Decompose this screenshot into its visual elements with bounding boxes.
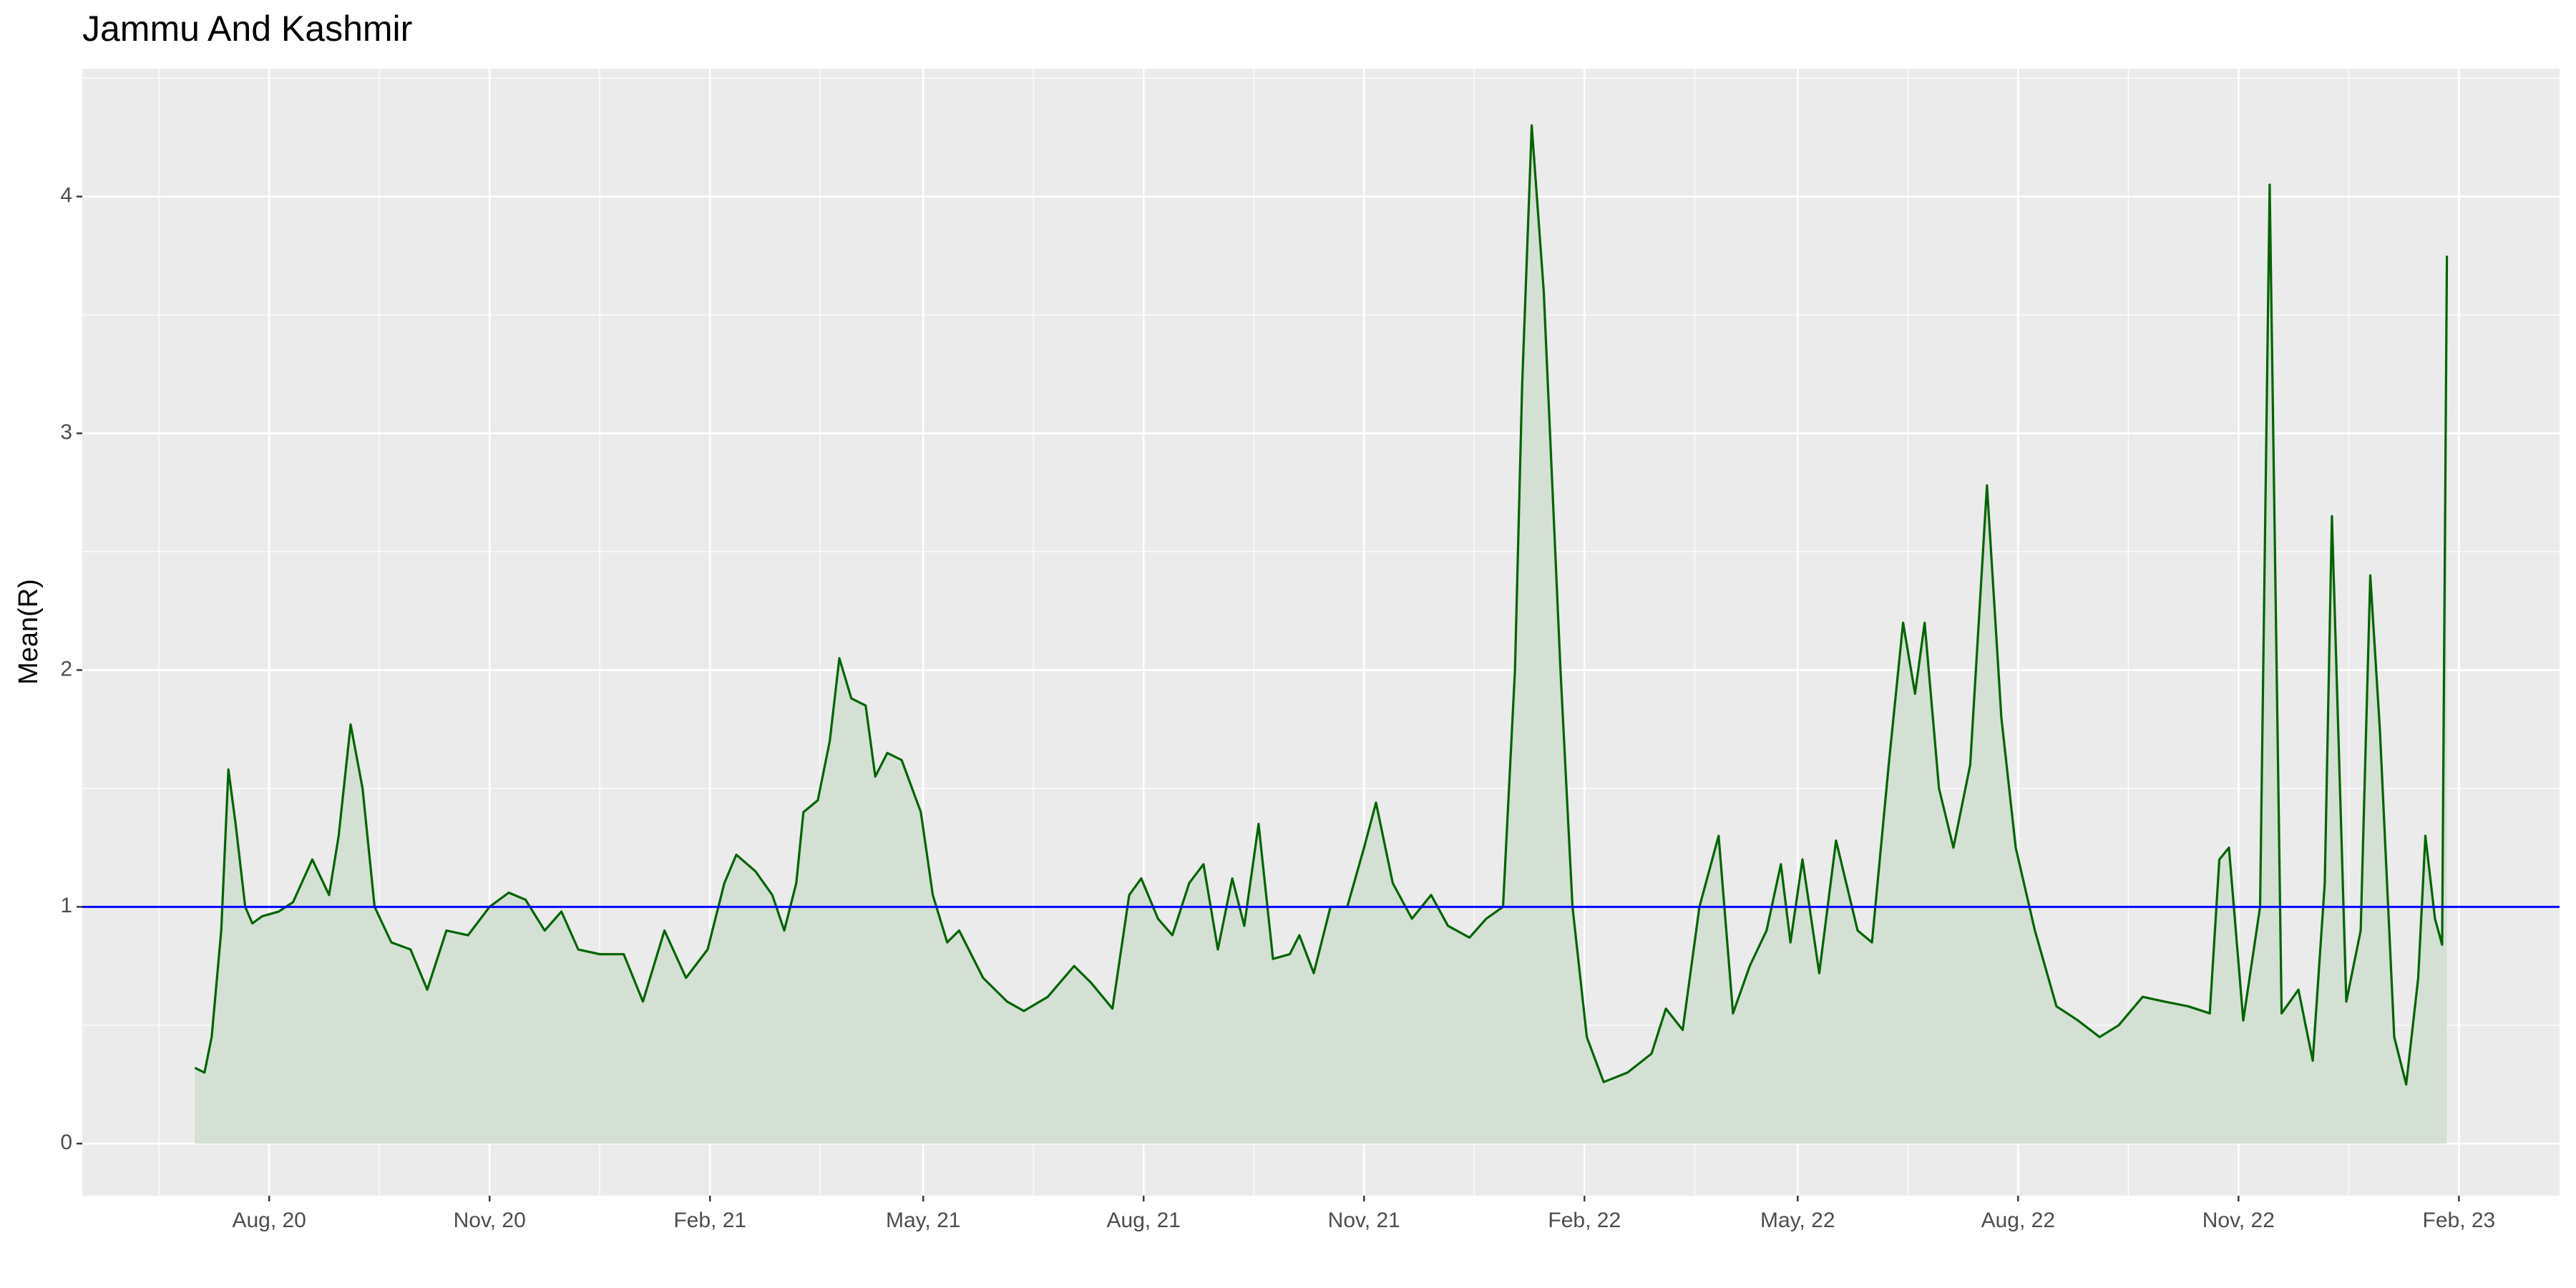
chart-title: Jammu And Kashmir [82, 9, 412, 49]
x-tick-label: Nov, 20 [454, 1209, 526, 1232]
x-tick-label: May, 21 [886, 1209, 961, 1232]
x-tick-label: Aug, 21 [1107, 1209, 1181, 1232]
x-tick-label: Nov, 22 [2202, 1209, 2275, 1232]
x-tick-label: Aug, 20 [232, 1209, 306, 1232]
y-tick-label: 1 [60, 894, 72, 917]
x-tick-label: Feb, 21 [673, 1209, 746, 1232]
y-tick-label: 4 [60, 184, 72, 208]
y-tick-label: 3 [60, 420, 72, 444]
x-tick-label: Feb, 22 [1548, 1209, 1621, 1232]
y-tick-label: 2 [60, 657, 72, 680]
y-axis-label: Mean(R) [14, 579, 44, 685]
area [195, 125, 2447, 1144]
x-tick-label: Feb, 23 [2423, 1209, 2496, 1232]
x-tick-label: Aug, 22 [1981, 1209, 2055, 1232]
x-tick-label: Nov, 21 [1328, 1209, 1400, 1232]
x-tick-label: May, 22 [1760, 1209, 1835, 1232]
y-tick-label: 0 [60, 1131, 72, 1154]
